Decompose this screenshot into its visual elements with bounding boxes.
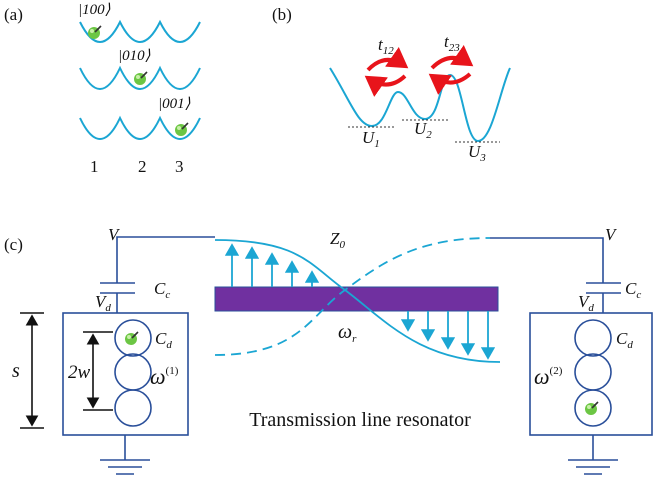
voltage-label: V	[108, 225, 121, 244]
state-label: |001⟩	[158, 96, 191, 112]
potential-label: U1	[362, 128, 380, 150]
capacitor-label: Cd	[616, 329, 633, 351]
triple-well-row	[80, 22, 200, 42]
voltage-label: V	[605, 225, 618, 244]
hopping-arrows	[368, 58, 470, 85]
panel-label: (c)	[4, 235, 23, 254]
state-label: |010⟩	[118, 48, 151, 64]
site-label: 3	[175, 157, 184, 176]
capacitor-label: Cd	[155, 329, 172, 351]
potential-label: U3	[468, 142, 486, 164]
node-voltage-label: Vd	[578, 292, 594, 314]
hopping-label: t23	[444, 32, 460, 54]
circuit-wires	[63, 237, 652, 474]
capacitor-label: Cc	[154, 279, 170, 301]
figure: (a) |100⟩ |010⟩ |001⟩ 1 2 3 (b) t12 t23 …	[0, 0, 657, 487]
triple-well-row	[80, 118, 200, 139]
capacitor-label: Cc	[625, 279, 641, 301]
node-voltage-label: Vd	[95, 292, 111, 314]
resonator-frequency: ωr	[338, 321, 357, 345]
qubit-frequency: ω(2)	[534, 364, 563, 389]
site-label: 1	[90, 157, 99, 176]
panel-label: (b)	[272, 5, 292, 24]
panel-label: (a)	[4, 5, 23, 24]
potential-label: U2	[414, 119, 432, 141]
qubit-frequency: ω(1)	[150, 364, 179, 389]
caption: Transmission line resonator	[249, 409, 471, 431]
site-label: 2	[138, 157, 147, 176]
triple-well-row	[80, 68, 200, 89]
dimension-arrows	[20, 313, 113, 428]
impedance-label: Z0	[330, 229, 345, 251]
spacing-label: s	[12, 360, 20, 382]
state-label: |100⟩	[78, 2, 111, 18]
hopping-label: t12	[378, 35, 394, 57]
size-label: 2w	[68, 362, 91, 383]
